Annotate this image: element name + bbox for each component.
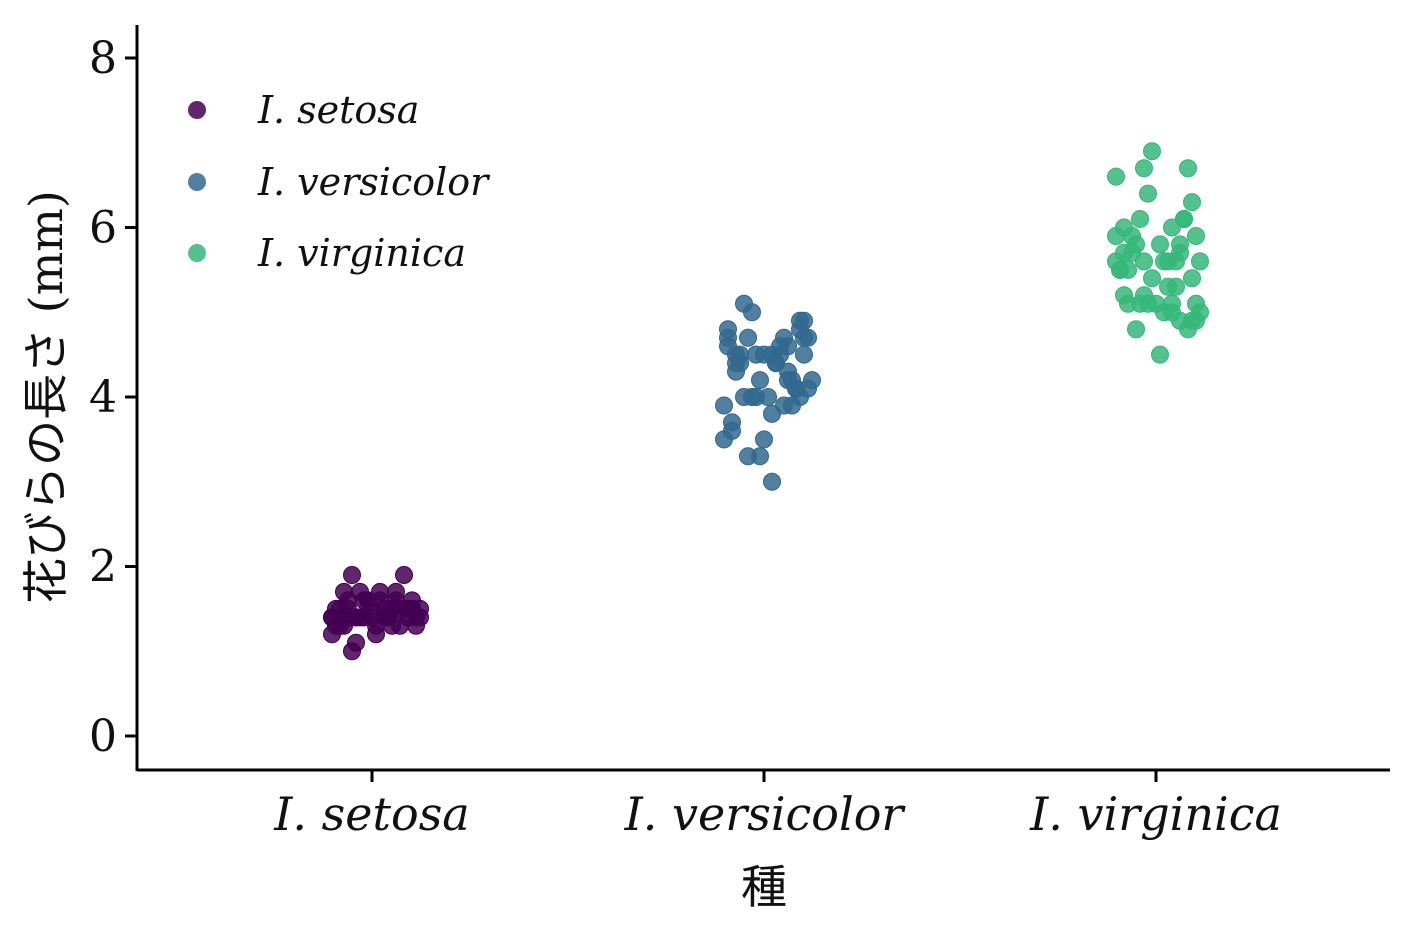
- data-points: [323, 142, 1209, 661]
- x-tick-label: I. versicolor: [624, 787, 907, 841]
- data-point: [1127, 320, 1145, 339]
- data-point: [767, 354, 785, 373]
- data-point: [739, 328, 757, 347]
- data-point: [1191, 252, 1209, 271]
- legend-item: I. versicolor: [188, 160, 491, 204]
- series-2: [1107, 142, 1209, 364]
- data-point: [395, 566, 413, 584]
- data-point: [1179, 320, 1197, 339]
- legend-label: I. virginica: [257, 231, 466, 275]
- x-axis-ticks: I. setosa I. versicolor I. virginica: [273, 770, 1282, 841]
- data-point: [1139, 184, 1157, 203]
- legend-key-marker: [188, 101, 206, 119]
- data-point: [1171, 243, 1189, 262]
- data-point: [1183, 269, 1201, 288]
- y-tick-label: 6: [89, 203, 117, 254]
- data-point: [739, 447, 757, 466]
- data-point: [1143, 142, 1161, 161]
- data-point: [795, 345, 813, 364]
- data-point: [1179, 159, 1197, 178]
- legend-label: I. setosa: [257, 88, 419, 132]
- series-1: [715, 294, 821, 491]
- data-point: [1115, 286, 1133, 305]
- y-tick-label: 2: [89, 542, 117, 593]
- y-tick-label: 4: [89, 372, 117, 423]
- data-point: [727, 362, 745, 381]
- data-point: [723, 413, 741, 432]
- y-axis-ticks: 0 2 4 6 8: [89, 33, 137, 762]
- data-point: [791, 320, 809, 339]
- data-point: [1107, 227, 1125, 245]
- data-point: [735, 294, 753, 313]
- data-point: [383, 599, 401, 618]
- data-point: [779, 371, 797, 390]
- x-tick-label: I. virginica: [1029, 787, 1282, 841]
- data-point: [1131, 210, 1149, 228]
- data-point: [719, 337, 737, 356]
- data-point: [1187, 294, 1205, 313]
- data-point: [1155, 252, 1173, 271]
- legend-item: I. virginica: [188, 231, 466, 275]
- legend-label: I. versicolor: [257, 160, 491, 204]
- data-point: [1187, 227, 1205, 245]
- data-point: [343, 566, 361, 584]
- data-point: [1163, 303, 1181, 322]
- data-point: [1151, 235, 1169, 254]
- data-point: [1175, 210, 1193, 228]
- data-point: [1183, 193, 1201, 212]
- data-point: [1147, 294, 1165, 313]
- series-0: [323, 566, 429, 661]
- data-point: [363, 608, 381, 627]
- data-point: [343, 642, 361, 661]
- data-point: [719, 320, 737, 339]
- legend-item: I. setosa: [188, 88, 419, 132]
- data-point: [1123, 227, 1141, 245]
- data-point: [751, 371, 769, 390]
- x-tick-label: I. setosa: [273, 787, 469, 841]
- data-point: [763, 472, 781, 491]
- data-point: [411, 608, 429, 627]
- data-point: [335, 616, 353, 635]
- y-tick-label: 8: [89, 33, 117, 84]
- data-point: [359, 591, 377, 610]
- data-point: [747, 388, 765, 406]
- data-point: [335, 582, 353, 601]
- data-point: [1107, 167, 1125, 186]
- data-point: [715, 396, 733, 415]
- data-point: [1135, 159, 1153, 178]
- data-point: [1151, 345, 1169, 364]
- data-point: [1167, 277, 1185, 296]
- legend-key-marker: [188, 244, 206, 262]
- data-point: [1111, 260, 1129, 279]
- y-tick-label: 0: [89, 711, 117, 762]
- data-point: [715, 430, 733, 449]
- data-point: [1143, 269, 1161, 288]
- y-axis-title: 花びらの長さ (mm): [19, 190, 73, 604]
- data-point: [775, 328, 793, 347]
- data-point: [763, 404, 781, 423]
- x-axis-title: 種: [741, 860, 787, 914]
- data-point: [327, 599, 345, 618]
- legend-key-marker: [188, 173, 206, 191]
- data-point: [799, 379, 817, 398]
- data-point: [755, 430, 773, 449]
- legend: I. setosa I. versicolor I. virginica: [188, 88, 491, 275]
